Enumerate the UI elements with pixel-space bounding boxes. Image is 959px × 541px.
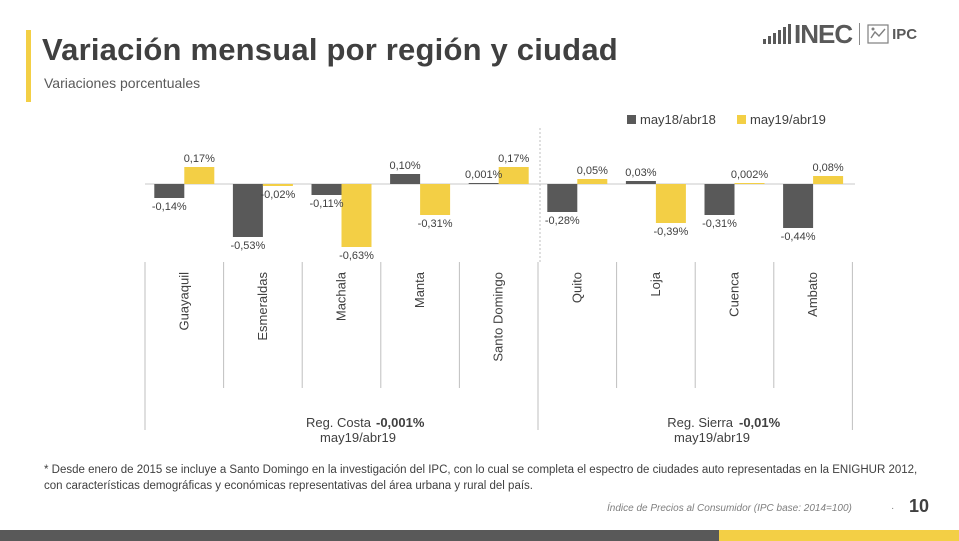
value-label-may19-esmeraldas: -0,02% bbox=[260, 189, 295, 201]
bar-may19-ambato bbox=[813, 176, 844, 184]
page-subtitle: Variaciones porcentuales bbox=[44, 75, 201, 91]
value-label-may18-santo-domingo: 0,001% bbox=[465, 169, 503, 181]
bar-may19-cuenca bbox=[734, 183, 765, 184]
group-label-sierra: Reg. Sierra bbox=[667, 415, 734, 430]
value-label-may19-santo-domingo: 0,17% bbox=[498, 153, 529, 165]
category-label-quito: Quito bbox=[569, 272, 584, 303]
value-label-may18-machala: -0,11% bbox=[309, 198, 343, 210]
bars-layer bbox=[154, 167, 844, 247]
legend-swatch-series-b bbox=[737, 115, 746, 124]
value-label-may19-guayaquil: 0,17% bbox=[184, 153, 215, 165]
value-label-may18-manta: 0,10% bbox=[389, 160, 420, 172]
title-accent-bar bbox=[26, 30, 31, 102]
group-period-sierra: may19/abr19 bbox=[674, 430, 750, 445]
page-title: Variación mensual por región y ciudad bbox=[42, 32, 618, 67]
logo-separator bbox=[859, 23, 861, 45]
footer-separator: · bbox=[891, 503, 895, 514]
bar-may18-cuenca bbox=[704, 184, 735, 215]
bar-may19-guayaquil bbox=[184, 167, 215, 184]
value-label-may18-loja: 0,03% bbox=[625, 167, 656, 179]
value-label-may19-cuenca: 0,002% bbox=[731, 169, 769, 181]
bar-may19-quito bbox=[577, 179, 608, 184]
page-number: 10 bbox=[909, 496, 930, 516]
bar-may18-ambato bbox=[783, 184, 814, 228]
group-value-sierra: -0,01% bbox=[739, 415, 781, 430]
legend-label-series-b: may19/abr19 bbox=[750, 112, 826, 127]
value-label-may18-esmeraldas: -0,53% bbox=[230, 240, 265, 252]
legend-swatch-series-a bbox=[627, 115, 636, 124]
category-label-guayaquil: Guayaquil bbox=[176, 272, 191, 331]
category-label-machala: Machala bbox=[334, 271, 349, 321]
category-grid-layer: Guayaquil Esmeraldas Machala Manta Santo Dom… bbox=[144, 262, 853, 430]
bar-may18-loja bbox=[625, 181, 656, 184]
group-value-costa: -0,001% bbox=[376, 415, 425, 430]
value-label-may19-manta: -0,31% bbox=[418, 218, 453, 230]
ipc-emblem-icon bbox=[867, 24, 889, 44]
value-label-may18-cuenca: -0,31% bbox=[702, 218, 737, 230]
value-label-may18-ambato: -0,44% bbox=[781, 231, 816, 243]
inec-bars-icon bbox=[763, 24, 791, 44]
value-label-may19-machala: -0,63% bbox=[339, 250, 374, 262]
bar-may18-machala bbox=[311, 184, 342, 195]
value-label-may19-ambato: 0,08% bbox=[812, 162, 843, 174]
bar-may18-manta bbox=[390, 174, 421, 184]
bar-may18-santo-domingo bbox=[468, 183, 499, 184]
bar-may19-machala bbox=[341, 184, 372, 247]
value-label-may18-quito: -0,28% bbox=[545, 215, 580, 227]
value-labels-layer: -0,14% 0,17% -0,53% -0,02% -0,11% -0,63% 0,10%… bbox=[152, 153, 844, 262]
category-label-cuenca: Cuenca bbox=[727, 271, 742, 317]
category-label-esmeraldas: Esmeraldas bbox=[255, 272, 270, 341]
bottom-color-bar bbox=[0, 530, 959, 541]
legend-label-series-a: may18/abr18 bbox=[640, 112, 716, 127]
group-label-costa: Reg. Costa bbox=[306, 415, 372, 430]
inec-ipc-logo: INEC IPC bbox=[763, 19, 935, 49]
category-label-ambato: Ambato bbox=[805, 272, 820, 317]
value-label-may18-guayaquil: -0,14% bbox=[152, 201, 187, 213]
bar-may19-esmeraldas bbox=[262, 184, 293, 186]
category-label-loja: Loja bbox=[648, 271, 663, 296]
bar-may19-manta bbox=[420, 184, 451, 215]
category-label-manta: Manta bbox=[412, 271, 427, 308]
bar-may19-loja bbox=[655, 184, 686, 223]
ipc-logo-text: IPC bbox=[892, 25, 918, 43]
bar-may18-guayaquil bbox=[154, 184, 185, 198]
category-label-santo-domingo: Santo Domingo bbox=[491, 272, 506, 362]
bar-may18-quito bbox=[547, 184, 578, 212]
source-note: Índice de Precios al Consumidor (IPC bas… bbox=[607, 503, 852, 514]
group-period-costa: may19/abr19 bbox=[320, 430, 396, 445]
footnote: * Desde enero de 2015 se incluye a Santo… bbox=[44, 464, 918, 492]
value-label-may19-quito: 0,05% bbox=[577, 165, 608, 177]
bar-chart: may18/abr18 may19/abr19 -0,14% 0,17% -0,53… bbox=[144, 112, 855, 445]
bar-may19-santo-domingo bbox=[498, 167, 529, 184]
inec-logo-text: INEC bbox=[794, 18, 853, 49]
value-label-may19-loja: -0,39% bbox=[653, 226, 688, 238]
bar-may18-esmeraldas bbox=[232, 184, 263, 237]
